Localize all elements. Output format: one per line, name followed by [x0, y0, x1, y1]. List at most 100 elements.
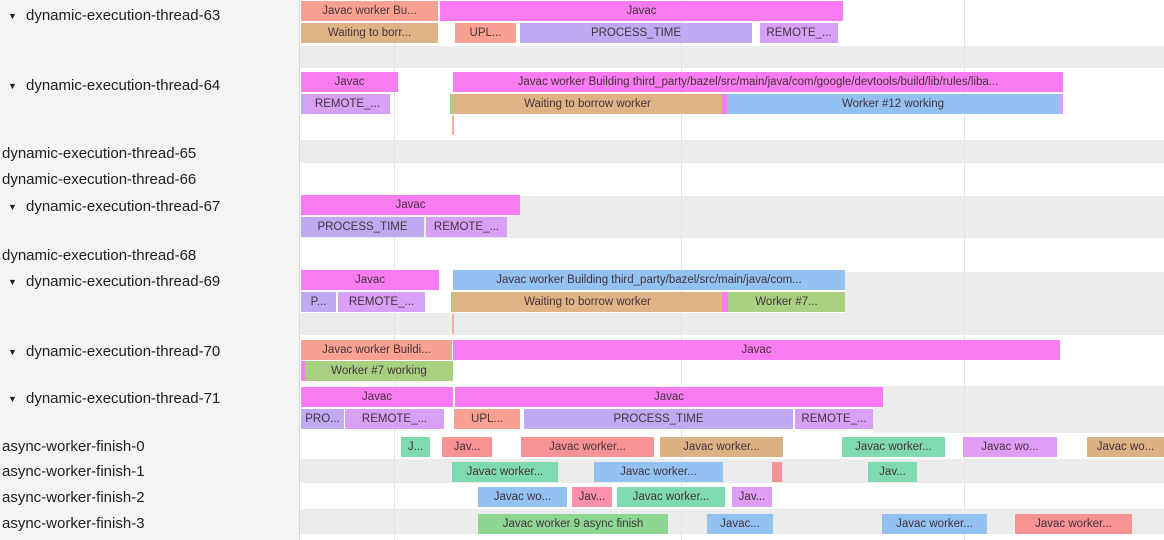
trace-slice[interactable]: Javac — [301, 195, 520, 215]
track-name-label: dynamic-execution-thread-63 — [26, 7, 221, 24]
trace-slice[interactable]: Jav... — [442, 437, 492, 457]
trace-slice[interactable]: Javac worker... — [842, 437, 945, 457]
expander-triangle-icon[interactable]: ▼ — [8, 202, 17, 212]
trace-slice[interactable]: Javac worker... — [660, 437, 783, 457]
trace-slice-sliver[interactable] — [301, 361, 305, 381]
trace-slice-sliver[interactable] — [450, 94, 453, 114]
trace-slice[interactable]: PRO... — [301, 409, 344, 429]
row-band — [300, 140, 1164, 163]
track-name-label: async-worker-finish-3 — [2, 515, 145, 532]
trace-slice[interactable]: REMOTE_... — [795, 409, 873, 429]
trace-slice[interactable]: REMOTE_... — [338, 292, 425, 312]
trace-slice[interactable]: Javac wo... — [478, 487, 567, 507]
trace-slice[interactable]: Javac worker 9 async finish — [478, 514, 668, 534]
trace-slice[interactable]: REMOTE_... — [426, 217, 507, 237]
track-name-label: async-worker-finish-2 — [2, 489, 145, 506]
expander-triangle-icon[interactable]: ▼ — [8, 11, 17, 21]
trace-slice[interactable]: PROCESS_TIME — [301, 217, 424, 237]
trace-slice[interactable]: Jav... — [868, 462, 917, 482]
trace-slice[interactable]: Javac worker Buildi... — [301, 340, 452, 360]
trace-slice[interactable]: Javac — [440, 1, 843, 21]
track-name-label: dynamic-execution-thread-67 — [26, 198, 221, 215]
trace-slice[interactable]: UPL... — [455, 23, 516, 43]
trace-slice[interactable]: Javac wo... — [963, 437, 1057, 457]
row-band — [845, 272, 1164, 313]
track-header-async-worker-finish-0: async-worker-finish-0 — [0, 436, 299, 458]
track-header-async-worker-finish-3: async-worker-finish-3 — [0, 513, 299, 535]
trace-tick[interactable] — [451, 292, 453, 312]
trace-slice[interactable]: Waiting to borrow worker — [453, 292, 722, 312]
trace-slice-sliver[interactable] — [722, 292, 728, 312]
expander-triangle-icon[interactable]: ▼ — [8, 81, 17, 91]
trace-slice[interactable]: J... — [401, 437, 430, 457]
track-name-label: dynamic-execution-thread-65 — [2, 145, 197, 162]
trace-slice[interactable]: REMOTE_... — [760, 23, 838, 43]
trace-slice[interactable]: Javac worker... — [882, 514, 987, 534]
trace-slice[interactable]: REMOTE_... — [305, 94, 390, 114]
trace-slice[interactable]: Jav... — [572, 487, 612, 507]
trace-slice[interactable]: Javac — [301, 72, 398, 92]
track-name-label: async-worker-finish-1 — [2, 463, 145, 480]
trace-slice[interactable]: Worker #12 working — [727, 94, 1059, 114]
trace-slice[interactable]: Waiting to borr... — [301, 23, 438, 43]
track-name-label: dynamic-execution-thread-69 — [26, 273, 221, 290]
trace-slice-sliver[interactable] — [772, 462, 782, 482]
trace-slice-sliver[interactable] — [722, 94, 727, 114]
trace-slice[interactable]: P... — [301, 292, 336, 312]
trace-slice-sliver[interactable] — [1059, 94, 1063, 114]
trace-slice[interactable]: REMOTE_... — [345, 409, 444, 429]
track-name-label: dynamic-execution-thread-68 — [2, 247, 197, 264]
trace-slice[interactable]: Javac — [455, 387, 883, 407]
trace-slice[interactable]: Javac — [301, 270, 439, 290]
track-header-dynamic-execution-thread-68: dynamic-execution-thread-68 — [0, 245, 299, 267]
trace-slice[interactable]: Javac worker... — [617, 487, 725, 507]
trace-slice[interactable]: Javac worker Building third_party/bazel/… — [453, 72, 1063, 92]
track-header-dynamic-execution-thread-71[interactable]: ▼ dynamic-execution-thread-71 — [0, 388, 299, 410]
trace-slice[interactable]: PROCESS_TIME — [520, 23, 752, 43]
track-header-async-worker-finish-1: async-worker-finish-1 — [0, 461, 299, 483]
track-header-dynamic-execution-thread-66: dynamic-execution-thread-66 — [0, 169, 299, 191]
trace-slice[interactable]: Javac... — [707, 514, 773, 534]
trace-slice[interactable]: UPL... — [454, 409, 520, 429]
trace-slice[interactable]: Javac worker Building third_party/bazel/… — [453, 270, 845, 290]
track-header-dynamic-execution-thread-63[interactable]: ▼ dynamic-execution-thread-63 — [0, 5, 299, 27]
track-name-label: dynamic-execution-thread-64 — [26, 77, 221, 94]
track-name-label: dynamic-execution-thread-71 — [26, 390, 221, 407]
track-name-label: dynamic-execution-thread-70 — [26, 343, 221, 360]
row-band — [300, 459, 1164, 483]
trace-slice[interactable]: Waiting to borrow worker — [453, 94, 722, 114]
trace-slice[interactable]: Javac worker... — [521, 437, 654, 457]
track-name-label: dynamic-execution-thread-66 — [2, 171, 197, 188]
trace-slice[interactable]: Jav... — [732, 487, 772, 507]
trace-slice[interactable]: Javac worker... — [1015, 514, 1132, 534]
trace-slice[interactable]: Javac worker Bu... — [301, 1, 438, 21]
expander-triangle-icon[interactable]: ▼ — [8, 394, 17, 404]
track-header-dynamic-execution-thread-64[interactable]: ▼ dynamic-execution-thread-64 — [0, 75, 299, 97]
trace-slice[interactable]: Javac wo... — [1087, 437, 1164, 457]
trace-slice[interactable]: Javac worker... — [452, 462, 558, 482]
track-header-dynamic-execution-thread-67[interactable]: ▼ dynamic-execution-thread-67 — [0, 196, 299, 218]
track-header-dynamic-execution-thread-69[interactable]: ▼ dynamic-execution-thread-69 — [0, 271, 299, 293]
trace-slice[interactable]: Worker #7... — [728, 292, 845, 312]
trace-slice[interactable]: Javac — [453, 340, 1060, 360]
expander-triangle-icon[interactable]: ▼ — [8, 347, 17, 357]
trace-tick[interactable] — [452, 115, 454, 135]
trace-slice[interactable]: PROCESS_TIME — [524, 409, 793, 429]
time-gridline — [964, 0, 965, 540]
row-band — [300, 46, 1164, 68]
trace-tick[interactable] — [452, 314, 454, 334]
track-header-dynamic-execution-thread-65: dynamic-execution-thread-65 — [0, 143, 299, 165]
track-header-async-worker-finish-2: async-worker-finish-2 — [0, 487, 299, 509]
trace-slice[interactable]: Worker #7 working — [305, 361, 453, 381]
track-name-sidebar: ▼ dynamic-execution-thread-63 ▼ dynamic-exe… — [0, 0, 300, 540]
track-name-label: async-worker-finish-0 — [2, 438, 145, 455]
row-band — [873, 386, 1164, 433]
row-band — [300, 313, 1164, 335]
trace-slice[interactable]: Javac worker... — [594, 462, 723, 482]
track-header-dynamic-execution-thread-70[interactable]: ▼ dynamic-execution-thread-70 — [0, 341, 299, 363]
trace-slice[interactable]: Javac — [301, 387, 453, 407]
trace-slice-sliver[interactable] — [301, 94, 305, 114]
expander-triangle-icon[interactable]: ▼ — [8, 277, 17, 287]
